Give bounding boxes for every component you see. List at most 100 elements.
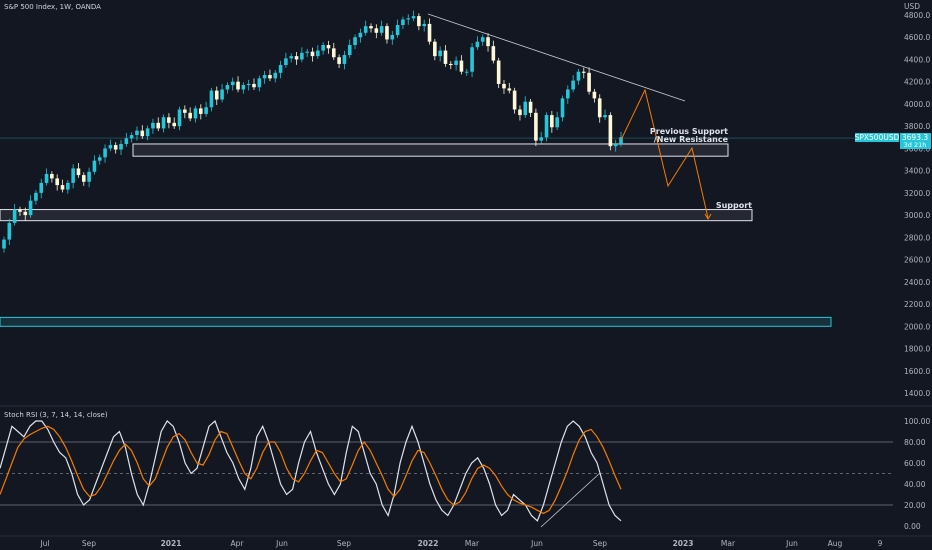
price-tick-label: 4600.0 [904, 33, 930, 42]
candle [310, 47, 315, 62]
candle [241, 82, 246, 94]
candle [592, 88, 597, 103]
candle-body [278, 65, 283, 73]
candle [454, 56, 458, 71]
candle-body [209, 90, 214, 108]
candle [486, 33, 490, 52]
candle [358, 28, 363, 43]
price-tags: SPX500USD 3693.33d 21h [855, 133, 931, 150]
candle-body [310, 51, 315, 57]
candle-body [225, 85, 230, 90]
candle-body [124, 138, 129, 144]
candle [502, 79, 506, 94]
chart-title: S&P 500 Index, 1W, OANDA [4, 3, 101, 11]
time-tick-label: Mar [465, 539, 480, 548]
candle [305, 48, 309, 57]
candle-body [39, 182, 44, 193]
candle-body [268, 75, 272, 79]
candle-body [571, 80, 575, 90]
stoch-tick-label: 40.00 [904, 480, 926, 489]
candle-body [427, 23, 432, 42]
candle-body [597, 98, 602, 118]
candle-body [491, 46, 496, 61]
candle-body [214, 90, 219, 100]
candle [76, 162, 81, 178]
candle-body [300, 52, 304, 60]
candle [443, 45, 448, 67]
candle [268, 69, 272, 82]
time-tick-label: Sep [82, 539, 96, 548]
candle-body [113, 145, 118, 150]
candle-body [87, 171, 91, 182]
candle-body [326, 45, 331, 49]
candle [225, 82, 230, 94]
candle-body [433, 41, 437, 57]
candle-body [523, 101, 528, 116]
candle-body [183, 109, 187, 113]
candle-body [151, 122, 155, 129]
candle [470, 43, 474, 78]
candle-body [379, 26, 384, 33]
candle [555, 111, 559, 131]
candle [550, 110, 554, 133]
candle [438, 46, 442, 62]
price-tick-label: 3000.0 [904, 211, 930, 220]
candle [331, 42, 336, 61]
price-tick-label: 2600.0 [904, 256, 930, 265]
candle [34, 190, 38, 205]
candle-body [177, 109, 182, 127]
time-tick-label: Jun [530, 539, 543, 548]
candle [55, 174, 59, 191]
candle-body [454, 60, 458, 66]
candle [512, 87, 517, 114]
price-tick-label: 1400.0 [904, 389, 930, 398]
candle [587, 67, 591, 95]
price-tick-label: 2200.0 [904, 300, 930, 309]
candle-body [193, 108, 198, 119]
candle [108, 139, 113, 152]
candle-body [406, 18, 411, 20]
candle-body [60, 185, 65, 190]
candle-body [496, 60, 501, 84]
candle [252, 78, 256, 91]
candle [204, 101, 208, 117]
candle [534, 108, 538, 147]
candle [199, 104, 203, 120]
resistance-annotation-line: Previous Support [650, 127, 728, 136]
candle-body [464, 71, 469, 73]
candle [289, 53, 294, 63]
candle-body [507, 88, 512, 91]
candle-body [619, 137, 623, 144]
candle [87, 167, 91, 188]
candle-body [363, 26, 368, 33]
time-tick-label: Jun [785, 539, 798, 548]
candle [193, 105, 198, 123]
candle-body [347, 45, 352, 56]
candle-body [581, 71, 586, 73]
candle [374, 24, 379, 39]
candle-body [50, 173, 54, 179]
time-tick-label: Mar [721, 539, 736, 548]
candle-body [145, 128, 150, 137]
candle-body [28, 200, 33, 216]
candle [209, 87, 214, 112]
candle [97, 154, 102, 165]
candle [262, 70, 267, 84]
candle-body [103, 148, 107, 158]
candle [395, 19, 400, 38]
price-tick-label: 2800.0 [904, 233, 930, 242]
candle-body [167, 117, 171, 123]
price-tag-value: 3693.3 [902, 133, 928, 142]
stoch-tick-label: 20.00 [904, 501, 926, 510]
candle-body [34, 192, 38, 201]
candle-body [550, 115, 554, 128]
candle [23, 207, 28, 221]
candle-body [566, 89, 570, 99]
price-tick-label: 4400.0 [904, 55, 930, 64]
candle-body [236, 81, 240, 90]
price-tick-label: 4200.0 [904, 78, 930, 87]
candle-body [188, 112, 192, 119]
projection-arrowhead [704, 213, 712, 220]
candle-body [438, 50, 442, 57]
candle [608, 112, 613, 151]
